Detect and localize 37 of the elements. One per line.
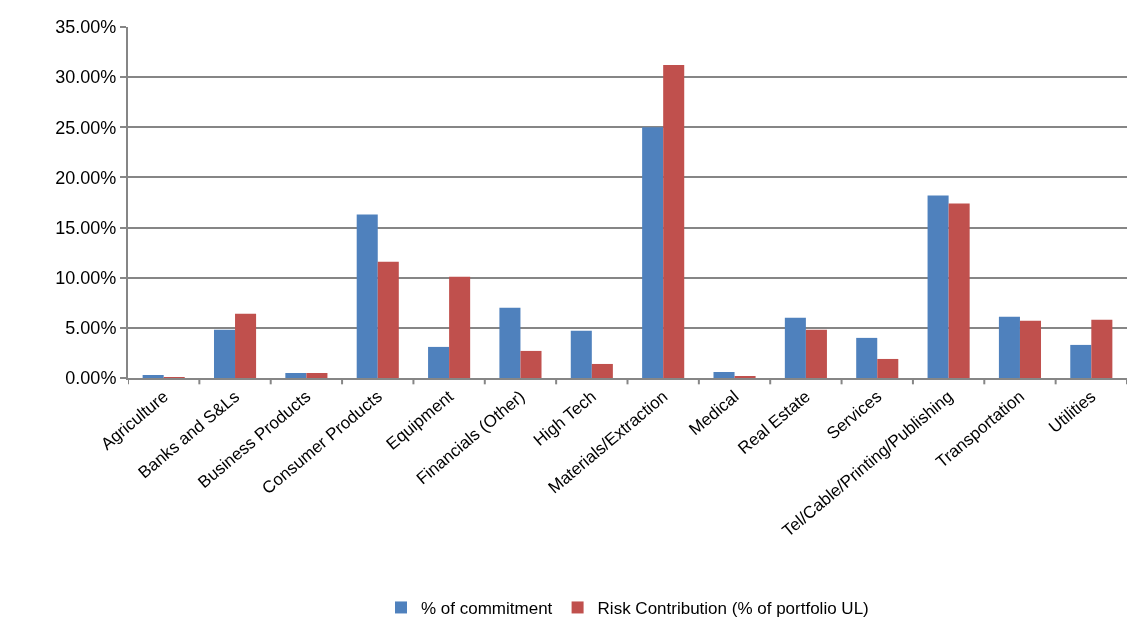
legend-label: Risk Contribution (% of portfolio UL) <box>597 599 869 619</box>
y-tick-label: 25.00% <box>55 117 117 138</box>
bar <box>856 337 878 378</box>
y-tick-label: 30.00% <box>55 67 117 88</box>
bar <box>213 329 236 378</box>
y-tick-label: 5.00% <box>65 318 117 339</box>
bar <box>520 350 542 378</box>
bar <box>377 261 399 378</box>
bar <box>784 317 806 378</box>
bar <box>1091 319 1113 378</box>
bar <box>663 65 685 378</box>
bar <box>877 358 899 378</box>
bar <box>235 313 257 378</box>
y-tick-label: 0.00% <box>65 368 117 389</box>
bar <box>948 203 970 378</box>
bar <box>998 316 1020 378</box>
legend-label: % of commitment <box>421 599 553 619</box>
bar <box>356 214 378 378</box>
bar <box>713 371 735 378</box>
y-tick-label: 20.00% <box>55 167 117 188</box>
bar <box>642 127 664 378</box>
y-tick-label: 10.00% <box>55 268 117 289</box>
bar <box>591 363 613 378</box>
bar <box>449 276 471 378</box>
bar <box>499 307 521 378</box>
bar <box>142 374 164 378</box>
bar <box>927 195 949 378</box>
y-tick-label: 15.00% <box>55 217 117 238</box>
bar <box>306 372 328 378</box>
bar <box>570 330 592 378</box>
bar <box>805 329 827 378</box>
bar <box>1070 344 1092 378</box>
bar <box>428 346 450 378</box>
bar <box>734 375 756 378</box>
bar <box>285 372 307 378</box>
bar <box>1019 320 1042 378</box>
y-tick-label: 35.00% <box>55 17 117 38</box>
